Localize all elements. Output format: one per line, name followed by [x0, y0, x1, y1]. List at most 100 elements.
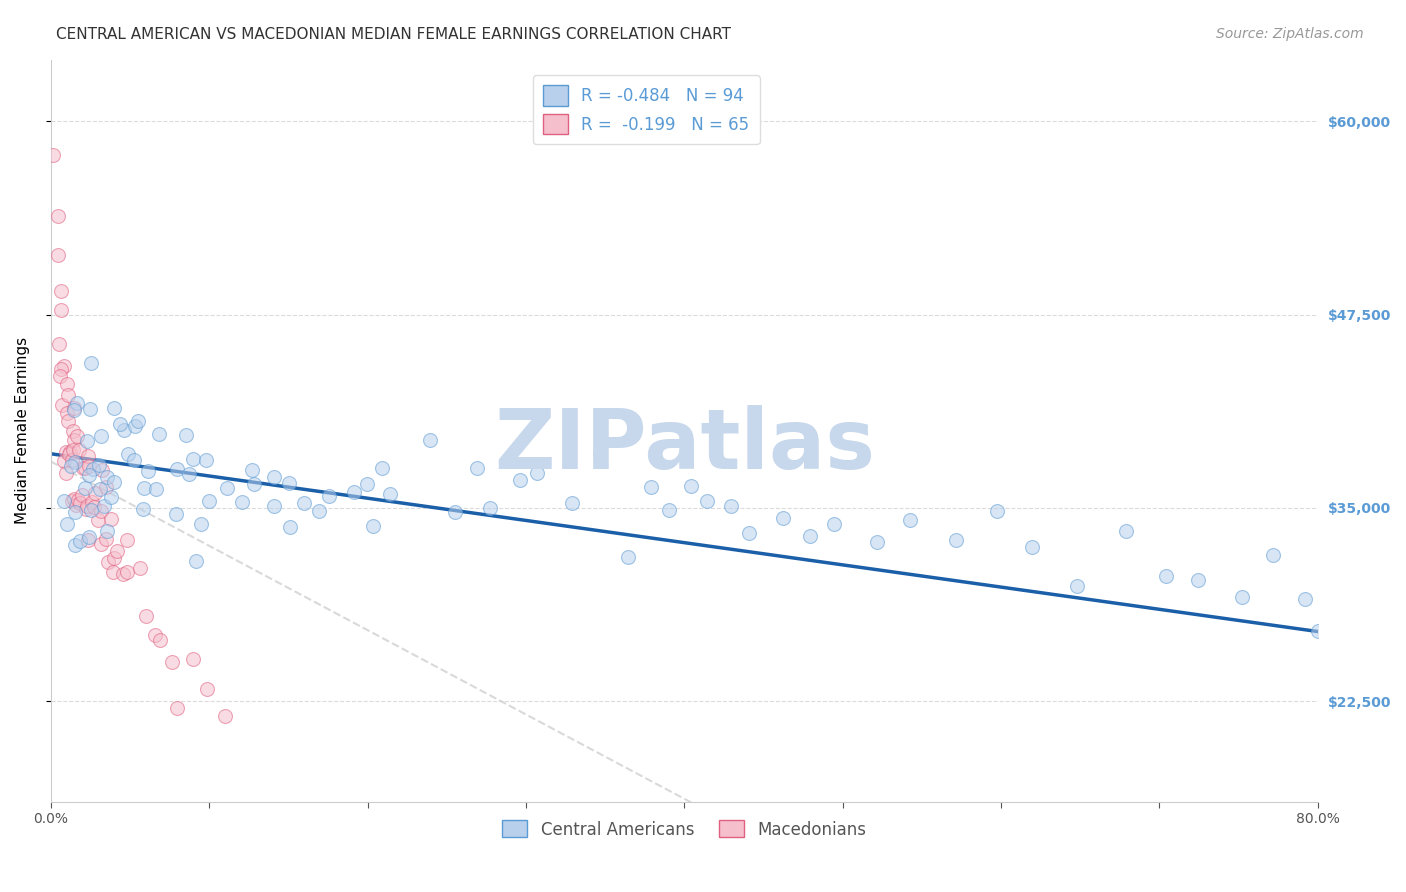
Point — [67, 443, 90, 458]
Point — [738, 526, 761, 541]
Point — [89, 482, 111, 496]
Point — [129, 561, 152, 575]
Point — [343, 485, 366, 500]
Point — [55, 377, 77, 392]
Point — [70, 488, 93, 502]
Point — [103, 401, 125, 416]
Point — [80, 503, 103, 517]
Point — [73, 460, 96, 475]
Point — [49, 284, 72, 298]
Point — [124, 418, 146, 433]
Point — [100, 512, 122, 526]
Point — [1066, 579, 1088, 593]
Point — [83, 485, 105, 500]
Point — [80, 495, 103, 509]
Point — [799, 529, 821, 543]
Point — [80, 356, 103, 370]
Point — [124, 453, 146, 467]
Point — [90, 537, 112, 551]
Point — [52, 359, 75, 373]
Point — [46, 210, 69, 224]
Point — [49, 303, 72, 318]
Point — [179, 467, 201, 482]
Point — [190, 517, 212, 532]
Point — [149, 632, 172, 647]
Point — [986, 504, 1008, 518]
Point — [419, 434, 441, 448]
Point — [77, 458, 100, 473]
Point — [96, 480, 118, 494]
Point — [101, 565, 124, 579]
Point — [214, 709, 236, 723]
Point — [465, 460, 488, 475]
Point — [132, 501, 155, 516]
Point — [165, 508, 187, 522]
Point — [263, 470, 285, 484]
Point — [91, 463, 114, 477]
Point — [526, 466, 548, 480]
Point — [696, 493, 718, 508]
Point — [231, 494, 253, 508]
Point — [194, 453, 217, 467]
Point — [361, 518, 384, 533]
Point — [96, 532, 118, 546]
Point — [215, 481, 238, 495]
Point — [105, 544, 128, 558]
Point — [90, 429, 112, 443]
Point — [720, 499, 742, 513]
Point — [75, 481, 97, 495]
Point — [370, 461, 392, 475]
Point — [77, 449, 100, 463]
Point — [356, 476, 378, 491]
Point — [63, 492, 86, 507]
Point — [60, 494, 83, 508]
Text: ZIPatlas: ZIPatlas — [494, 405, 875, 486]
Point — [588, 447, 610, 461]
Point — [90, 503, 112, 517]
Point — [1261, 548, 1284, 562]
Point — [866, 535, 889, 549]
Point — [48, 336, 70, 351]
Point — [63, 403, 86, 417]
Point — [96, 469, 118, 483]
Point — [56, 414, 79, 428]
Point — [76, 434, 98, 449]
Point — [479, 501, 502, 516]
Point — [1294, 592, 1316, 607]
Point — [308, 504, 330, 518]
Point — [509, 473, 531, 487]
Point — [443, 505, 465, 519]
Point — [277, 476, 299, 491]
Point — [87, 458, 110, 472]
Point — [65, 395, 87, 409]
Point — [1306, 624, 1329, 639]
Point — [49, 362, 72, 376]
Point — [108, 417, 131, 432]
Point — [100, 490, 122, 504]
Point — [181, 452, 204, 467]
Point — [561, 496, 583, 510]
Point — [898, 512, 921, 526]
Point — [1187, 574, 1209, 588]
Point — [112, 423, 135, 437]
Point — [145, 482, 167, 496]
Point — [243, 476, 266, 491]
Point — [197, 494, 219, 508]
Point — [76, 499, 98, 513]
Point — [240, 463, 263, 477]
Text: Source: ZipAtlas.com: Source: ZipAtlas.com — [1216, 27, 1364, 41]
Point — [772, 511, 794, 525]
Point — [640, 479, 662, 493]
Point — [63, 401, 86, 415]
Point — [69, 534, 91, 549]
Point — [115, 533, 138, 547]
Point — [69, 496, 91, 510]
Point — [97, 555, 120, 569]
Point — [617, 550, 640, 565]
Point — [93, 499, 115, 513]
Point — [77, 530, 100, 544]
Point — [143, 627, 166, 641]
Point — [181, 651, 204, 665]
Point — [51, 398, 73, 412]
Point — [59, 445, 82, 459]
